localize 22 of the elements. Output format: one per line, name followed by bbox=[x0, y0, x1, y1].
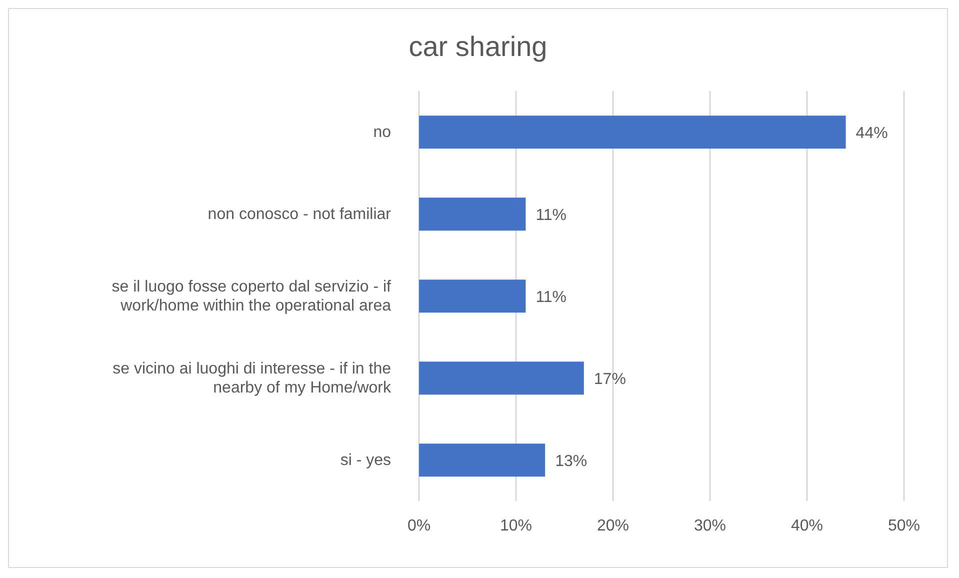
data-label: 11% bbox=[536, 206, 567, 224]
x-tick-label: 20% bbox=[596, 517, 630, 534]
data-label: 11% bbox=[536, 288, 567, 306]
data-label: 13% bbox=[555, 452, 588, 470]
bar bbox=[419, 362, 584, 395]
x-tick-label: 50% bbox=[888, 517, 920, 534]
chart-title: car sharing bbox=[408, 30, 548, 64]
y-tick-label: non conosco - not familiar bbox=[208, 206, 392, 222]
data-label: 17% bbox=[594, 370, 626, 388]
bar bbox=[419, 444, 546, 477]
x-tick-label: 0% bbox=[407, 517, 431, 534]
x-tick-label: 40% bbox=[790, 517, 824, 534]
data-label: 44% bbox=[856, 124, 888, 142]
y-tick-label: se il luogo fosse coperto dal servizio - if work/home within the operational area bbox=[112, 278, 392, 314]
x-tick-label: 30% bbox=[694, 517, 726, 534]
y-tick-label: no bbox=[373, 124, 392, 140]
bar bbox=[419, 280, 526, 313]
y-tick-label: se vicino ai luoghi di interesse - if in the nearby of my Home/work bbox=[112, 360, 392, 396]
bar bbox=[419, 198, 526, 231]
bar bbox=[419, 116, 846, 149]
x-tick-label: 10% bbox=[500, 517, 532, 534]
y-tick-label: si - yes bbox=[340, 452, 391, 468]
